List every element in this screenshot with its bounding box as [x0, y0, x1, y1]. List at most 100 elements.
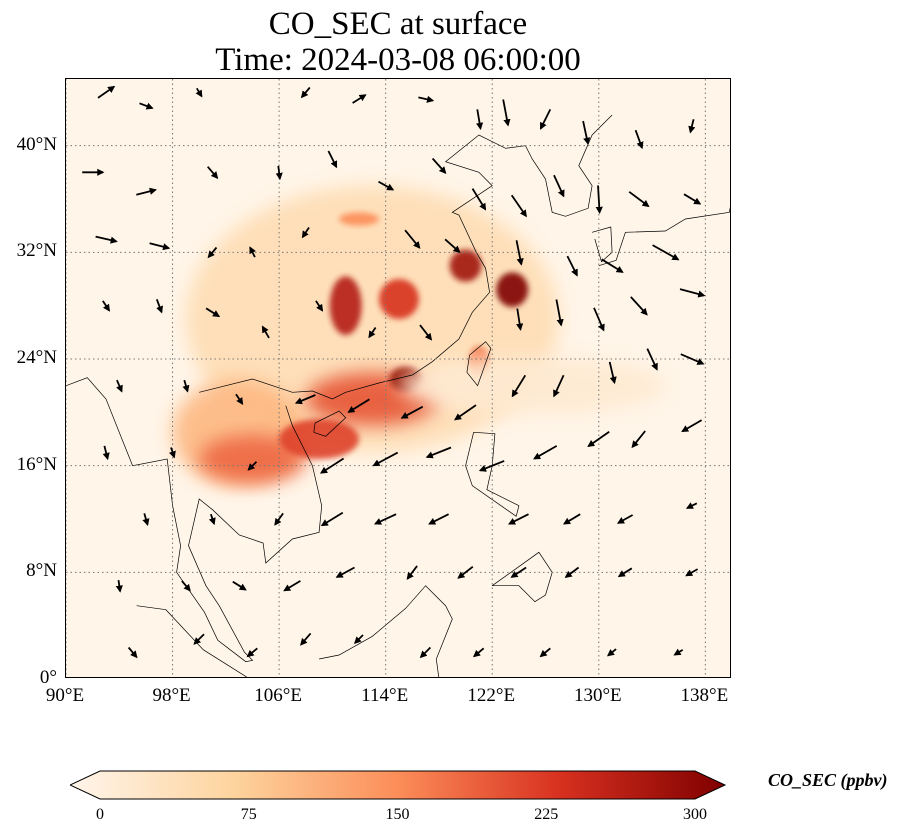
map-panel [65, 78, 731, 678]
wind-arrow [319, 457, 345, 474]
wind-arrow [425, 446, 452, 459]
wind-arrow [275, 165, 283, 181]
wind-arrow [510, 194, 527, 218]
wind-vectors [82, 85, 706, 659]
wind-arrow [616, 514, 634, 524]
wind-arrow [508, 513, 529, 525]
wind-arrow [400, 405, 424, 419]
wind-arrow [685, 568, 699, 577]
wind-arrow [181, 580, 191, 592]
longitude-tick-label: 90°E [45, 685, 85, 706]
hainan [313, 410, 347, 437]
wind-arrow [274, 512, 284, 526]
colorbar-gradient [70, 770, 727, 800]
wind-arrow [539, 108, 552, 130]
sumatra [136, 605, 248, 677]
co-plume [399, 356, 666, 415]
wind-arrow [457, 565, 474, 579]
wind-arrow [207, 246, 218, 259]
wind-arrow [478, 460, 505, 472]
wind-arrow [139, 102, 154, 110]
wind-arrow [673, 648, 684, 656]
coastlines [66, 114, 730, 677]
wind-arrow [688, 119, 696, 134]
latitude-tick-label: 0° [39, 667, 57, 688]
wind-arrow [246, 647, 258, 658]
wind-arrow [553, 374, 565, 398]
wind-arrow [208, 513, 216, 526]
wind-arrow [533, 445, 558, 460]
wind-arrow [102, 300, 110, 312]
wind-arrow [235, 393, 244, 405]
wind-arrow [301, 227, 310, 239]
mindanao [491, 551, 553, 603]
wind-arrow [418, 95, 435, 103]
wind-arrow [195, 87, 203, 98]
wind-arrow [555, 299, 564, 327]
luzon [465, 431, 520, 517]
wind-arrow [136, 187, 157, 196]
wind-arrow [679, 288, 706, 298]
wind-arrow [320, 511, 344, 527]
wind-arrow [419, 324, 433, 341]
co-plume [329, 276, 362, 335]
wind-arrow [127, 646, 138, 659]
wind-arrow [116, 379, 123, 393]
wind-arrow [601, 258, 624, 273]
wind-arrow [347, 398, 370, 413]
wind-arrow [634, 129, 644, 150]
wind-arrow [207, 166, 219, 179]
co-plume [449, 249, 482, 282]
wind-arrow [471, 188, 487, 211]
wind-arrow [595, 185, 603, 215]
wind-arrow [685, 502, 698, 509]
map-canvas [66, 79, 730, 677]
vietnam-mainland [66, 377, 323, 663]
wind-arrow [372, 451, 399, 467]
wind-arrow [283, 580, 301, 592]
wind-arrow [502, 99, 511, 127]
wind-arrow [149, 242, 171, 251]
colorbar-tick-label: 150 [385, 806, 410, 823]
wind-arrow [419, 646, 432, 659]
longitude-tick-label: 98°E [152, 685, 191, 706]
wind-arrow [680, 353, 705, 365]
wind-arrow [155, 298, 163, 314]
wind-arrow [327, 150, 338, 169]
wind-arrow [608, 361, 617, 385]
wind-arrow [628, 191, 650, 208]
wind-arrow [300, 86, 311, 99]
wind-arrow [168, 447, 176, 459]
korea-kyushu [592, 226, 613, 263]
wind-arrow [335, 566, 355, 578]
wind-arrow [516, 308, 524, 331]
wind-arrow [646, 348, 658, 371]
wind-arrow [249, 246, 256, 258]
wind-arrow [476, 109, 484, 131]
wind-arrow [378, 180, 395, 191]
wind-arrow [247, 461, 258, 471]
co-plume [379, 279, 419, 319]
co-plume [496, 272, 529, 307]
longitude-tick-label: 106°E [254, 685, 302, 706]
wind-arrow [95, 235, 118, 244]
wind-arrow [353, 634, 364, 645]
wind-arrow [232, 580, 247, 591]
wind-arrow [606, 648, 617, 657]
map-title: CO_SEC at surface [268, 6, 528, 42]
wind-arrow [428, 513, 450, 525]
map-time-subtitle: Time: 2024-03-08 06:00:00 [215, 42, 581, 78]
wind-arrow [406, 565, 418, 580]
colorbar-label: CO_SEC (ppbv) [768, 770, 888, 790]
colorbar-tick-label: 225 [534, 806, 559, 823]
longitude-tick-label: 138°E [680, 685, 729, 706]
wind-arrow [511, 374, 527, 398]
taiwan [466, 341, 492, 387]
wind-arrow [562, 513, 581, 525]
latitude-tick-label: 8°N [26, 560, 57, 582]
wind-arrow [368, 327, 377, 339]
wind-arrow [193, 633, 205, 645]
china-vietnam-coast [199, 114, 613, 400]
wind-arrow [515, 240, 524, 266]
wind-arrow [352, 94, 367, 104]
